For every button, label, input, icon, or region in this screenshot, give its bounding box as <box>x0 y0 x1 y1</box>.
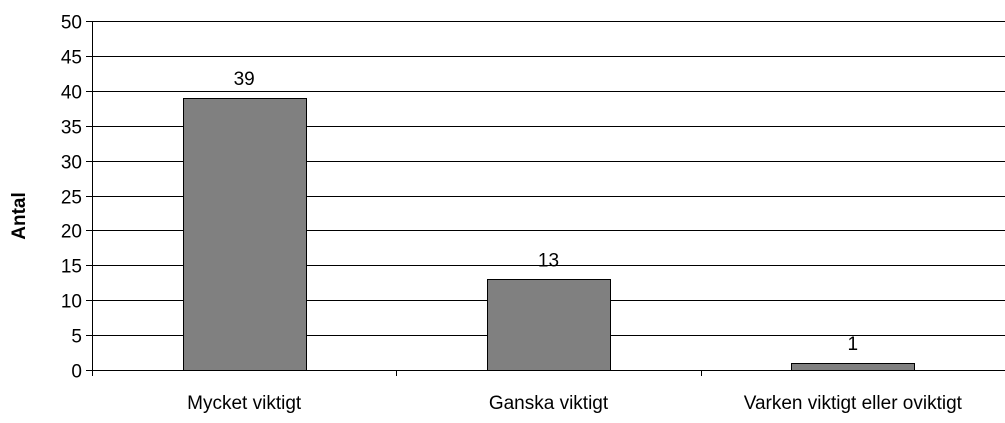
category-label-1: Ganska viktigt <box>489 393 609 414</box>
category-label-2: Varken viktigt eller oviktigt <box>744 393 963 414</box>
y-tick-label: 15 <box>61 257 82 278</box>
y-tick-label: 40 <box>61 83 82 104</box>
category-label-0: Mycket viktigt <box>187 393 302 414</box>
data-label-2: 1 <box>848 334 859 355</box>
y-tick-label: 0 <box>71 362 82 383</box>
y-tick-label: 25 <box>61 188 82 209</box>
y-tick-label: 5 <box>71 327 82 348</box>
data-label-0: 39 <box>234 69 255 90</box>
y-axis-title: Antal <box>9 192 30 240</box>
y-tick-label: 30 <box>61 153 82 174</box>
y-tick-label: 10 <box>61 292 82 313</box>
labels: 0 5 10 15 20 25 30 35 40 45 50 39 Mycket viktigt 13 Ga… <box>61 13 963 415</box>
bar-0 <box>183 98 307 371</box>
bar-1 <box>487 279 611 371</box>
data-label-1: 13 <box>538 250 559 271</box>
y-tick-label: 45 <box>61 48 82 69</box>
y-tick-label: 50 <box>61 13 82 34</box>
y-tick-label: 20 <box>61 222 82 243</box>
bar-2 <box>791 363 915 371</box>
axes <box>86 21 1005 376</box>
bars <box>183 98 915 371</box>
y-tick-label: 35 <box>61 118 82 139</box>
